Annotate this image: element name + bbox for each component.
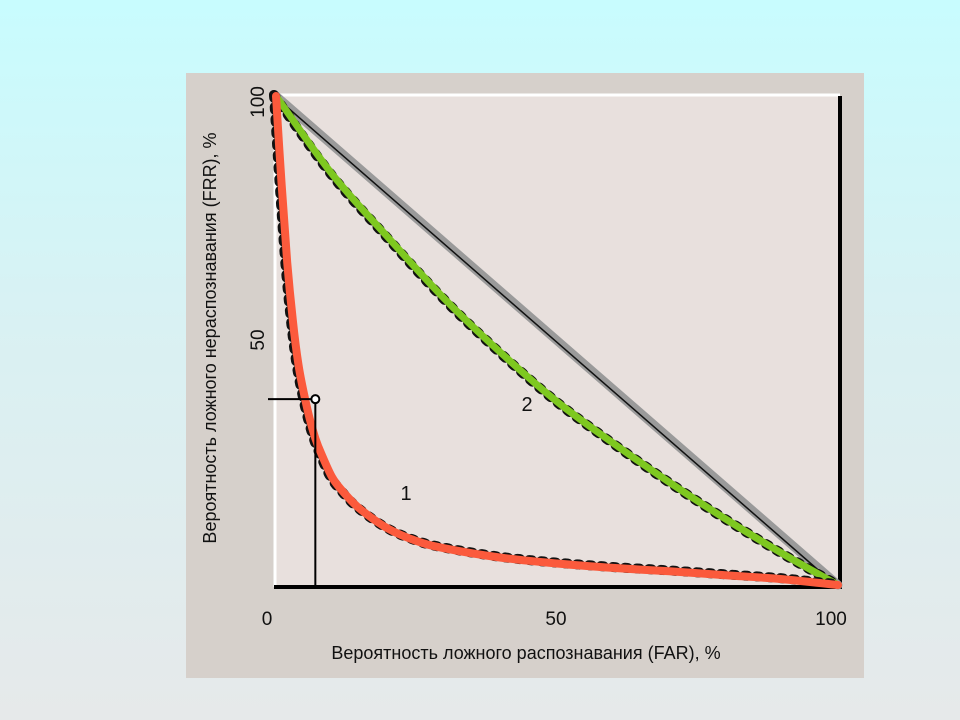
diagonal-reference-line [271,91,843,590]
x-tick-label-0: 0 [262,609,273,630]
series-2-curve [272,92,842,589]
y-tick-label-50: 50 [248,329,269,350]
y-axis-title: Вероятность ложного нераспознавания (FRR… [200,132,220,543]
curve-2-label: 2 [521,394,532,416]
x-tick-label-50: 50 [545,609,566,630]
curve-1-label: 1 [400,483,411,505]
series-1-curve [272,92,842,589]
marker-point [310,394,321,405]
diagonal-reference-edge [278,99,833,583]
x-axis-title: Вероятность ложного распознавания (FAR),… [331,643,720,663]
x-tick-label-100: 100 [815,609,847,630]
y-tick-label-100: 100 [248,86,269,118]
